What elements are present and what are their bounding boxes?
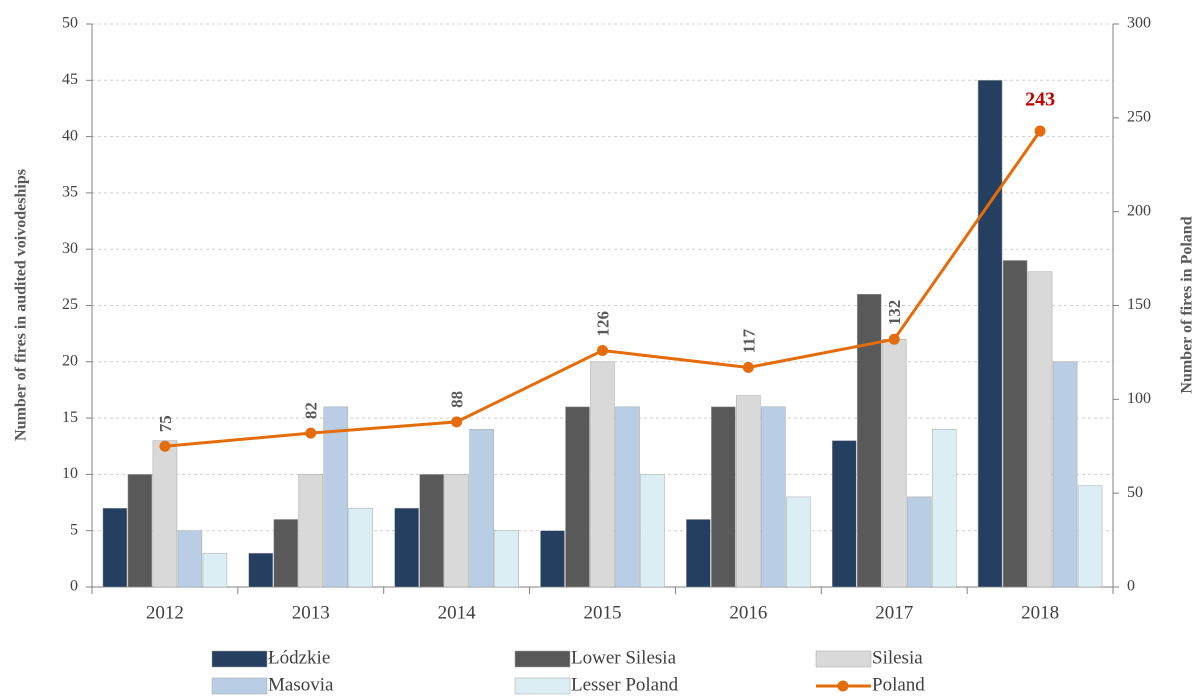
bar bbox=[177, 530, 203, 588]
bar bbox=[273, 519, 299, 588]
bar bbox=[931, 429, 957, 588]
y-tick-label: 10 bbox=[62, 465, 78, 482]
x-tick-label: 2012 bbox=[146, 602, 184, 623]
bar bbox=[394, 507, 419, 588]
bar bbox=[298, 474, 324, 588]
y2-tick-label: 300 bbox=[1127, 15, 1151, 32]
marker bbox=[1034, 125, 1046, 137]
y-tick-label: 40 bbox=[62, 127, 78, 144]
data-label: 132 bbox=[885, 300, 904, 326]
legend-label: Lower Silesia bbox=[571, 647, 677, 668]
y2-tick-label: 100 bbox=[1127, 390, 1151, 407]
bar bbox=[348, 507, 374, 588]
bar bbox=[640, 474, 665, 588]
bar bbox=[615, 406, 640, 588]
y2-tick-label: 250 bbox=[1127, 109, 1151, 126]
bar bbox=[686, 519, 711, 588]
y2-axis-title: Number of fires in Poland bbox=[1179, 216, 1196, 393]
bar bbox=[590, 361, 615, 588]
y2-tick-label: 200 bbox=[1127, 202, 1151, 219]
y-tick-label: 35 bbox=[62, 184, 78, 201]
y-tick-label: 20 bbox=[62, 352, 78, 369]
y-tick-label: 0 bbox=[70, 578, 78, 595]
bar bbox=[469, 429, 494, 588]
data-label: 117 bbox=[739, 328, 758, 353]
bar bbox=[831, 440, 857, 588]
data-label: 82 bbox=[302, 402, 321, 419]
bar bbox=[565, 406, 590, 588]
x-tick-label: 2013 bbox=[292, 602, 330, 623]
x-tick-label: 2015 bbox=[584, 602, 622, 623]
legend-label: Lesser Poland bbox=[571, 674, 679, 695]
y-tick-label: 25 bbox=[62, 296, 78, 313]
bar bbox=[540, 530, 565, 588]
legend-label: Łódzkie bbox=[268, 647, 330, 668]
bar bbox=[444, 474, 469, 588]
data-label: 243 bbox=[1025, 89, 1055, 111]
x-tick-label: 2017 bbox=[875, 602, 913, 623]
x-tick-label: 2018 bbox=[1021, 602, 1059, 623]
y2-tick-label: 50 bbox=[1127, 484, 1143, 501]
y-axis-title: Number of fires in audited voivodeships bbox=[13, 169, 30, 441]
bar bbox=[786, 496, 811, 588]
legend-label: Masovia bbox=[268, 674, 334, 695]
y2-tick-label: 0 bbox=[1127, 578, 1135, 595]
legend-swatch bbox=[514, 650, 571, 668]
data-label: 75 bbox=[156, 415, 175, 432]
y-tick-label: 30 bbox=[62, 240, 78, 257]
bar bbox=[1077, 485, 1103, 588]
bar bbox=[419, 474, 444, 588]
bar bbox=[1027, 271, 1053, 588]
bar bbox=[881, 339, 907, 588]
legend-swatch bbox=[211, 650, 268, 668]
bar bbox=[761, 406, 786, 588]
bar bbox=[1052, 361, 1078, 588]
bar bbox=[323, 406, 349, 588]
y-tick-label: 5 bbox=[70, 521, 78, 538]
bar bbox=[1002, 260, 1028, 588]
y-tick-label: 45 bbox=[62, 71, 78, 88]
bar bbox=[977, 80, 1003, 588]
marker bbox=[159, 440, 171, 452]
marker bbox=[742, 361, 754, 373]
marker bbox=[305, 427, 317, 439]
bar bbox=[906, 496, 932, 588]
y-tick-label: 50 bbox=[62, 15, 78, 32]
bar bbox=[856, 293, 882, 588]
legend-swatch bbox=[514, 677, 571, 695]
bar bbox=[202, 552, 228, 588]
y-tick-label: 15 bbox=[62, 409, 78, 426]
bar bbox=[248, 552, 274, 588]
marker bbox=[888, 333, 900, 345]
bar bbox=[127, 474, 153, 588]
bar bbox=[711, 406, 736, 588]
bar bbox=[494, 530, 519, 588]
x-tick-label: 2014 bbox=[438, 602, 477, 623]
x-tick-label: 2016 bbox=[729, 602, 767, 623]
marker bbox=[451, 416, 463, 428]
bar bbox=[152, 440, 178, 588]
data-label: 126 bbox=[593, 311, 612, 337]
legend-label: Silesia bbox=[872, 647, 923, 668]
legend-swatch bbox=[211, 677, 268, 695]
bar bbox=[102, 507, 128, 588]
legend-label: Poland bbox=[872, 674, 925, 695]
marker bbox=[597, 345, 608, 357]
bar bbox=[736, 395, 761, 588]
y2-tick-label: 150 bbox=[1127, 296, 1151, 313]
data-label: 88 bbox=[448, 391, 467, 408]
legend-swatch bbox=[837, 680, 849, 692]
legend-swatch bbox=[815, 650, 872, 668]
